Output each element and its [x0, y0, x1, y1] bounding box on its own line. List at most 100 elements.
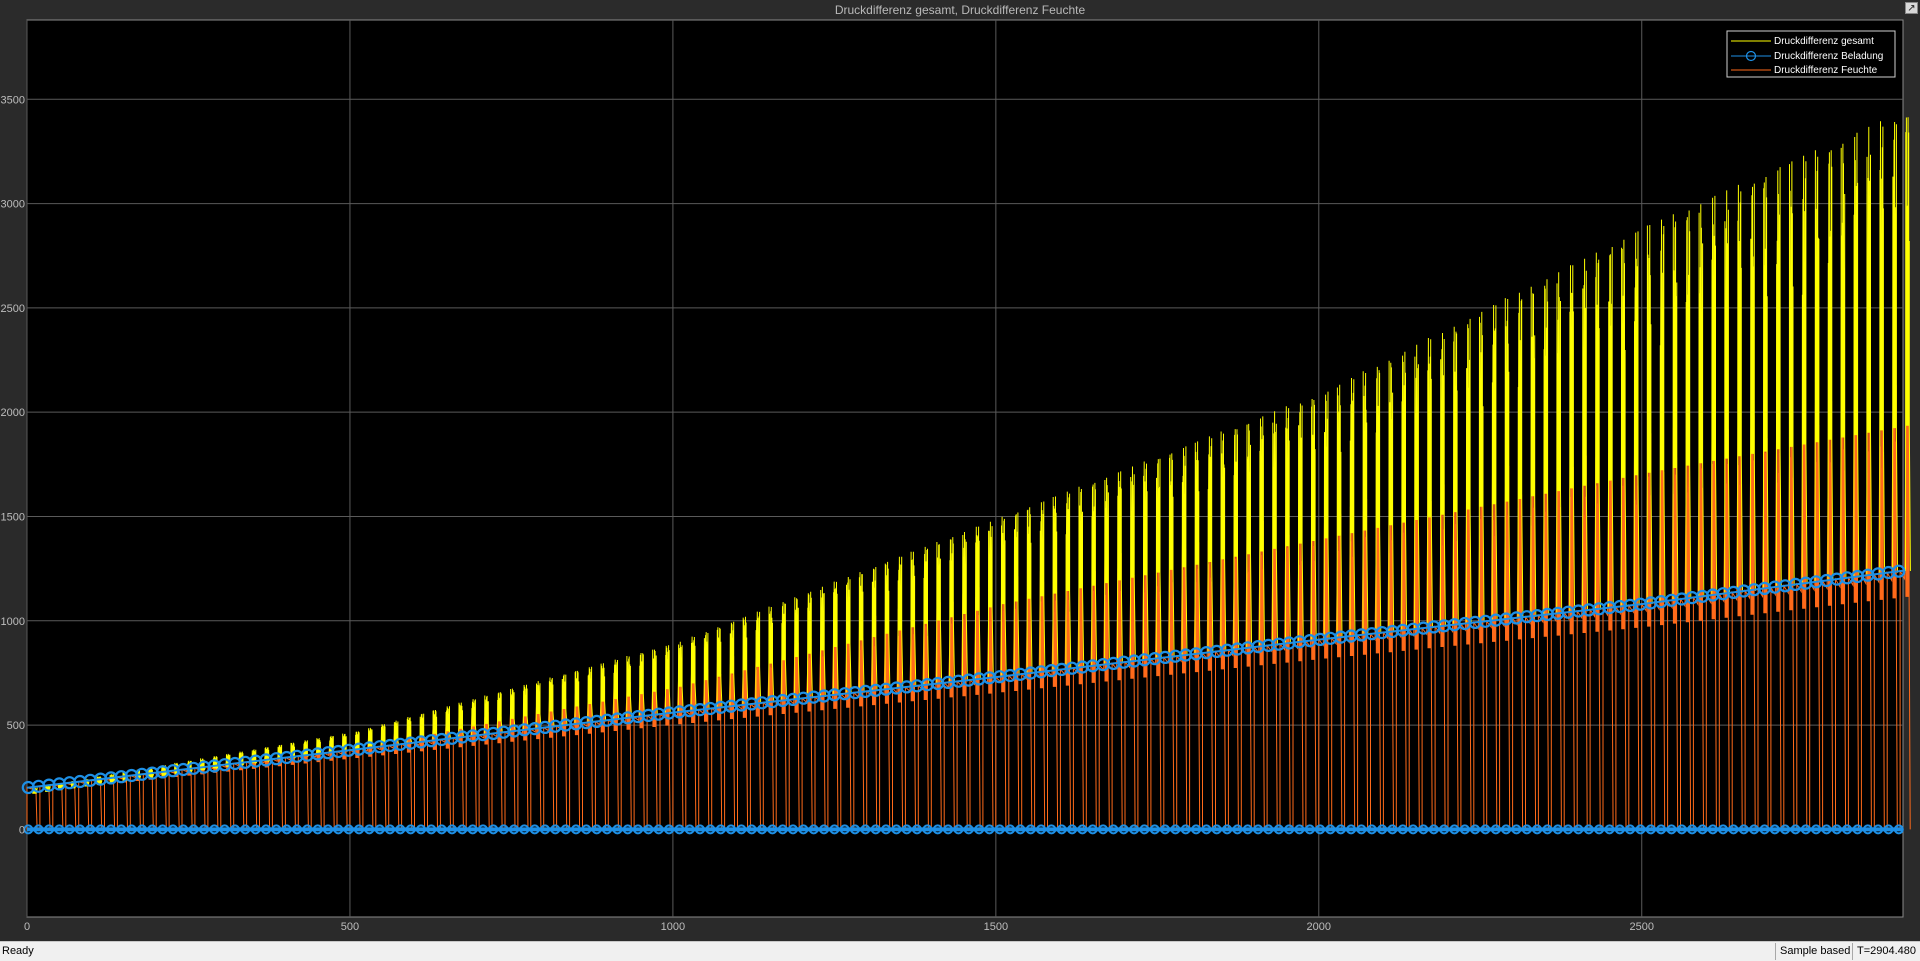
beladung-baseline-marker-135 [1418, 824, 1429, 835]
beladung-baseline-marker-40 [436, 824, 447, 835]
beladung-baseline-marker-131 [1377, 824, 1388, 835]
beladung-baseline-marker-171 [1790, 824, 1801, 835]
beladung-baseline-marker-25 [281, 824, 292, 835]
beladung-baseline-marker-10 [126, 824, 137, 835]
beladung-baseline-marker-46 [498, 824, 509, 835]
beladung-baseline-marker-4 [64, 824, 75, 835]
beladung-baseline-marker-136 [1428, 824, 1439, 835]
x-tick-label-2500: 2500 [1630, 921, 1654, 933]
beladung-baseline-marker-34 [374, 824, 385, 835]
beladung-baseline-marker-124 [1304, 824, 1315, 835]
beladung-baseline-marker-121 [1273, 824, 1284, 835]
beladung-baseline-marker-85 [901, 824, 912, 835]
beladung-baseline-marker-49 [529, 824, 540, 835]
beladung-baseline-marker-9 [116, 824, 127, 835]
beladung-baseline-marker-173 [1811, 824, 1822, 835]
beladung-baseline-marker-58 [622, 824, 633, 835]
beladung-baseline-marker-141 [1480, 824, 1491, 835]
beladung-baseline-marker-104 [1098, 824, 1109, 835]
beladung-baseline-marker-1 [33, 824, 44, 835]
beladung-baseline-marker-7 [95, 824, 106, 835]
y-tick-label-2500: 2500 [1, 303, 25, 315]
beladung-baseline-marker-12 [147, 824, 158, 835]
beladung-baseline-marker-76 [808, 824, 819, 835]
beladung-baseline-marker-72 [767, 824, 778, 835]
beladung-baseline-marker-62 [664, 824, 674, 835]
beladung-baseline-marker-99 [1046, 824, 1057, 835]
beladung-baseline-marker-111 [1170, 824, 1181, 835]
beladung-baseline-marker-65 [695, 824, 705, 835]
beladung-baseline-marker-175 [1831, 824, 1842, 835]
beladung-baseline-marker-156 [1635, 824, 1646, 835]
scope-plot[interactable]: 0 500 1000 1500 2000 2500 0 500 1000 1500 2000 2500… [0, 0, 1920, 941]
undock-arrow-icon[interactable]: ↗ [1905, 2, 1918, 14]
beladung-baseline-marker-139 [1459, 824, 1470, 835]
beladung-baseline-marker-74 [788, 824, 798, 835]
x-tick-label-0: 0 [24, 921, 30, 933]
legend-feuchte-label: Druckdifferenz Feuchte [1774, 65, 1878, 76]
x-tick-label-500: 500 [341, 921, 359, 933]
beladung-baseline-marker-140 [1470, 824, 1481, 835]
beladung-baseline-marker-98 [1036, 824, 1047, 835]
beladung-baseline-marker-79 [839, 824, 850, 835]
beladung-baseline-marker-167 [1749, 824, 1760, 835]
beladung-baseline-marker-172 [1800, 824, 1811, 835]
beladung-baseline-marker-161 [1687, 824, 1698, 835]
beladung-baseline-marker-59 [633, 824, 643, 835]
beladung-baseline-marker-39 [426, 824, 437, 835]
beladung-baseline-marker-29 [323, 824, 333, 835]
beladung-baseline-marker-130 [1366, 824, 1377, 835]
beladung-baseline-marker-119 [1253, 824, 1264, 835]
beladung-baseline-marker-18 [209, 824, 220, 835]
beladung-baseline-marker-19 [219, 824, 230, 835]
beladung-baseline-marker-0 [23, 824, 34, 835]
beladung-baseline-marker-109 [1149, 824, 1160, 835]
beladung-baseline-marker-57 [612, 824, 623, 835]
beladung-baseline-marker-67 [715, 824, 726, 835]
scope-title: Druckdifferenz gesamt, Druckdifferenz Fe… [834, 3, 1086, 17]
beladung-baseline-marker-64 [684, 824, 695, 835]
beladung-baseline-marker-126 [1325, 824, 1336, 835]
beladung-baseline-marker-122 [1284, 824, 1295, 835]
beladung-baseline-marker-169 [1769, 824, 1780, 835]
beladung-baseline-marker-129 [1356, 824, 1367, 835]
beladung-baseline-marker-84 [891, 824, 902, 835]
beladung-baseline-marker-143 [1501, 824, 1512, 835]
legend-gesamt-label: Druckdifferenz gesamt [1774, 36, 1874, 47]
beladung-baseline-marker-158 [1656, 824, 1667, 835]
beladung-baseline-marker-33 [364, 824, 375, 835]
beladung-baseline-marker-45 [488, 824, 499, 835]
beladung-baseline-marker-50 [540, 824, 550, 835]
status-ready-text: Ready [2, 945, 34, 957]
beladung-baseline-marker-70 [746, 824, 757, 835]
beladung-baseline-marker-118 [1242, 824, 1253, 835]
beladung-baseline-marker-48 [519, 824, 530, 835]
beladung-baseline-marker-5 [75, 824, 85, 835]
beladung-baseline-marker-165 [1728, 824, 1739, 835]
legend[interactable]: Druckdifferenz gesamt Druckdifferenz Bel… [1726, 30, 1896, 78]
beladung-baseline-marker-110 [1160, 824, 1171, 835]
beladung-baseline-marker-73 [777, 824, 788, 835]
beladung-baseline-marker-146 [1532, 824, 1543, 835]
axis-tick-labels: 0 500 1000 1500 2000 2500 0 500 1000 1500 2000 2500… [1, 94, 1654, 933]
beladung-baseline-marker-100 [1056, 824, 1067, 835]
beladung-baseline-marker-93 [984, 824, 995, 835]
y-tick-label-1000: 1000 [1, 616, 25, 628]
beladung-baseline-marker-170 [1780, 824, 1791, 835]
beladung-baseline-marker-125 [1315, 824, 1326, 835]
beladung-baseline-marker-78 [829, 824, 840, 835]
beladung-baseline-marker-13 [157, 824, 168, 835]
y-tick-label-3000: 3000 [1, 199, 25, 211]
scope-title-bar: Druckdifferenz gesamt, Druckdifferenz Fe… [0, 0, 1920, 20]
beladung-marker-181 [1892, 564, 1906, 578]
y-tick-label-500: 500 [7, 720, 25, 732]
beladung-baseline-marker-160 [1676, 824, 1687, 835]
beladung-baseline-marker-117 [1232, 824, 1243, 835]
legend-beladung-label: Druckdifferenz Beladung [1774, 51, 1883, 62]
beladung-baseline-marker-166 [1738, 824, 1749, 835]
beladung-baseline-marker-43 [467, 824, 478, 835]
status-sample-mode: Sample based [1775, 943, 1852, 960]
beladung-baseline-marker-144 [1511, 824, 1522, 835]
beladung-baseline-marker-176 [1842, 824, 1853, 835]
beladung-baseline-marker-123 [1294, 824, 1305, 835]
